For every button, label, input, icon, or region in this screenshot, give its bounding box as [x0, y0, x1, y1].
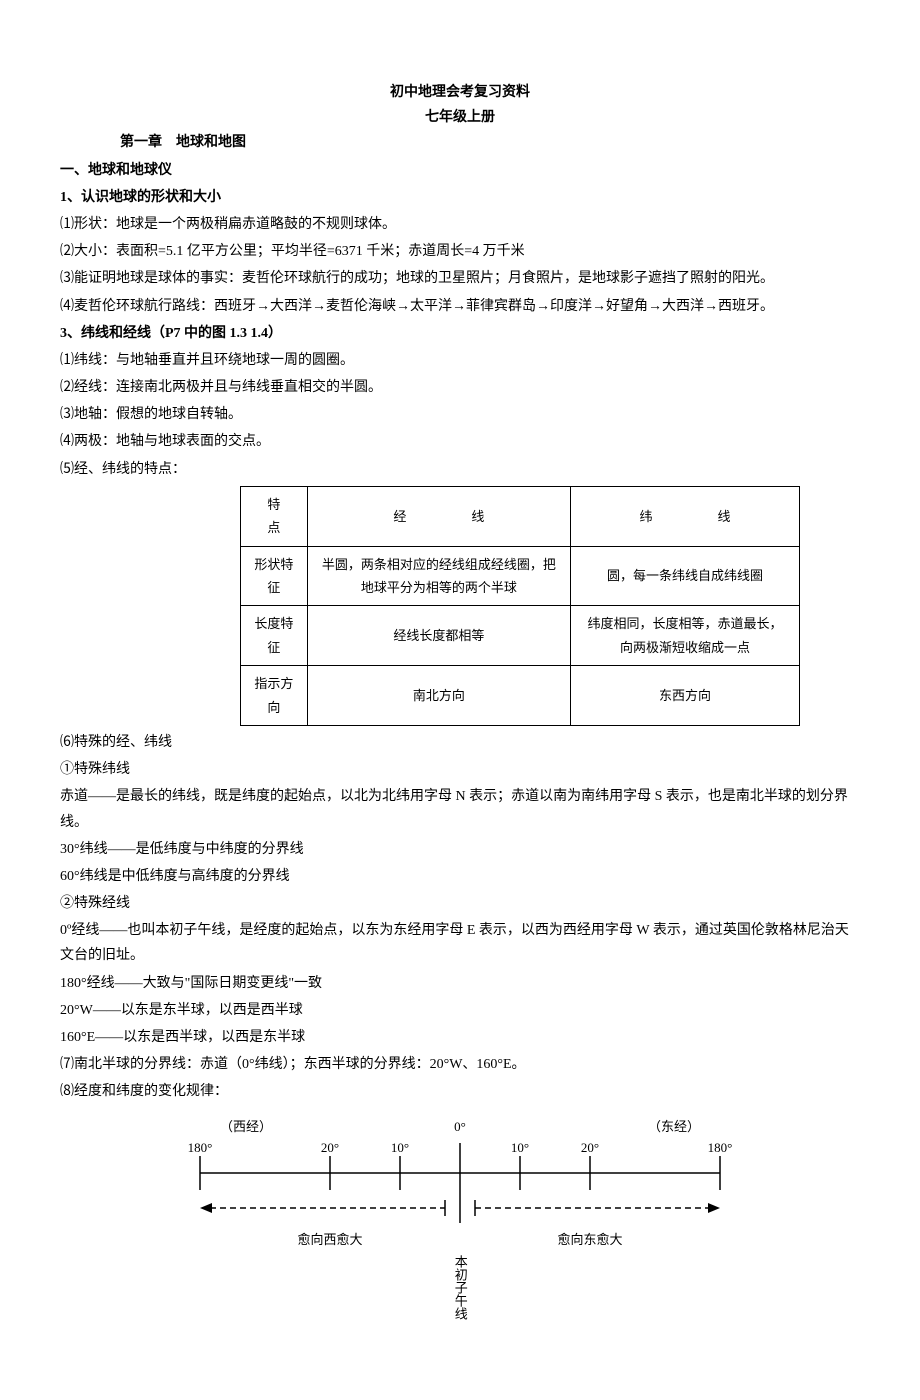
longitude-axis-svg: 180° 20° 10° 10° 20° 180°: [170, 1138, 750, 1228]
tick-l20: 20°: [321, 1140, 339, 1155]
th-feature: 特 点: [241, 486, 308, 546]
p-shape: ⑴形状：地球是一个两极稍扁赤道略鼓的不规则球体。: [60, 212, 860, 237]
section-1-3: 3、纬线和经线（P7 中的图 1.3 1.4）: [60, 321, 860, 346]
p-special-lon: ②特殊经线: [60, 891, 860, 916]
r1c1: 形状特征: [241, 546, 308, 606]
r2c1: 长度特征: [241, 606, 308, 666]
west-label: （西经）: [220, 1115, 272, 1138]
zero-label: 0°: [454, 1115, 466, 1138]
p-route: ⑷麦哲伦环球航行路线：西班牙→大西洋→麦哲伦海峡→太平洋→菲律宾群岛→印度洋→好…: [60, 294, 860, 319]
p-prime: 0º经线——也叫本初子午线，是经度的起始点，以东为东经用字母 E 表示，以西为西…: [60, 918, 860, 968]
chapter-title: 第一章 地球和地图: [120, 130, 860, 155]
p-special-lat: ①特殊纬线: [60, 757, 860, 782]
th-meridian: 经 线: [307, 486, 570, 546]
th-parallel: 纬 线: [571, 486, 800, 546]
tick-r10: 10°: [511, 1140, 529, 1155]
p-proof: ⑶能证明地球是球体的事实：麦哲伦环球航行的成功；地球的卫星照片；月食照片，是地球…: [60, 266, 860, 291]
r3c2: 南北方向: [307, 666, 570, 726]
section-1: 一、地球和地球仪: [60, 158, 860, 183]
r1c2: 半圆，两条相对应的经线组成经线圈，把地球平分为相等的两个半球: [307, 546, 570, 606]
prime-meridian-label: 本初子午线: [160, 1255, 760, 1320]
p-30deg: 30°纬线——是低纬度与中纬度的分界线: [60, 837, 860, 862]
p-features-intro: ⑸经、纬线的特点：: [60, 457, 860, 482]
east-rule: 愈向东愈大: [557, 1228, 622, 1251]
p-longitude: ⑵经线：连接南北两极并且与纬线垂直相交的半圆。: [60, 375, 860, 400]
r2c3: 纬度相同，长度相等，赤道最长，向两极渐短收缩成一点: [571, 606, 800, 666]
longitude-diagram: （西经） 0° （东经） 180° 20° 10° 10° 20° 180° 愈…: [160, 1115, 760, 1321]
p-size: ⑵大小：表面积=5.1 亿平方公里；平均半径=6371 千米；赤道周长=4 万千…: [60, 239, 860, 264]
r3c3: 东西方向: [571, 666, 800, 726]
p-latitude: ⑴纬线：与地轴垂直并且环绕地球一周的圆圈。: [60, 348, 860, 373]
tick-l10: 10°: [391, 1140, 409, 1155]
p-160e: 160°E——以东是西半球，以西是东半球: [60, 1025, 860, 1050]
p-rule-intro: ⑻经度和纬度的变化规律：: [60, 1079, 860, 1104]
p-axis: ⑶地轴：假想的地球自转轴。: [60, 402, 860, 427]
p-20w: 20°W——以东是东半球，以西是西半球: [60, 998, 860, 1023]
section-1-1: 1、认识地球的形状和大小: [60, 185, 860, 210]
tick-l180: 180°: [188, 1140, 213, 1155]
p-hemisphere: ⑺南北半球的分界线：赤道（0°纬线）；东西半球的分界线：20°W、160°E。: [60, 1052, 860, 1077]
p-60deg: 60°纬线是中低纬度与高纬度的分界线: [60, 864, 860, 889]
east-label: （东经）: [648, 1115, 700, 1138]
p-poles: ⑷两极：地轴与地球表面的交点。: [60, 429, 860, 454]
tick-r20: 20°: [581, 1140, 599, 1155]
tick-r180: 180°: [708, 1140, 733, 1155]
p-special-lines: ⑹特殊的经、纬线: [60, 730, 860, 755]
doc-subtitle: 七年级上册: [60, 105, 860, 130]
p-equator: 赤道——是最长的纬线，既是纬度的起始点，以北为北纬用字母 N 表示；赤道以南为南…: [60, 784, 860, 834]
doc-title: 初中地理会考复习资料: [60, 80, 860, 105]
west-rule: 愈向西愈大: [297, 1228, 362, 1251]
r3c1: 指示方向: [241, 666, 308, 726]
r2c2: 经线长度都相等: [307, 606, 570, 666]
p-180deg: 180°经线——大致与"国际日期变更线"一致: [60, 971, 860, 996]
features-table: 特 点 经 线 纬 线 形状特征 半圆，两条相对应的经线组成经线圈，把地球平分为…: [240, 486, 800, 726]
r1c3: 圆，每一条纬线自成纬线圈: [571, 546, 800, 606]
